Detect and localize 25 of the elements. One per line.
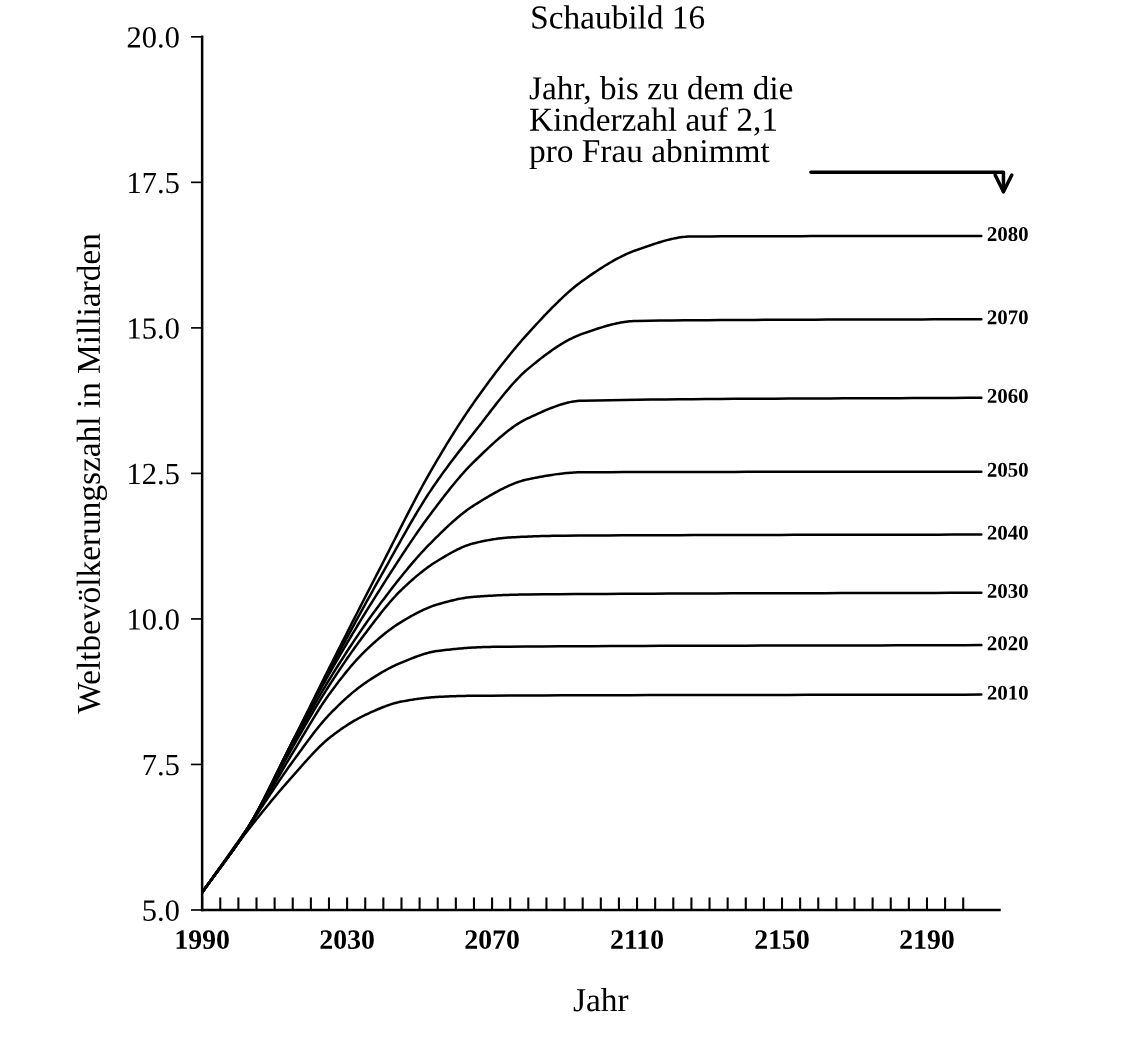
series-label: 2040 <box>987 525 1028 540</box>
y-tick-label: 15.0 <box>129 318 179 339</box>
x-tick-label: 1990 <box>176 930 229 949</box>
series-label: 2050 <box>987 462 1028 477</box>
series-label: 2070 <box>987 310 1028 325</box>
y-axis-title: Weltbevölkerungszahl in Milliarden <box>76 233 107 714</box>
series-label: 2060 <box>987 388 1028 403</box>
y-tick-label: 12.5 <box>129 463 179 485</box>
x-tick-label: 2150 <box>755 930 809 949</box>
x-tick-label: 2190 <box>900 930 954 949</box>
y-tick-label: 10.0 <box>129 609 179 630</box>
x-tick-label: 2110 <box>611 930 663 949</box>
y-tick-label: 17.5 <box>129 172 179 194</box>
x-tick-label: 2030 <box>320 930 374 949</box>
series-label: 2080 <box>987 227 1028 242</box>
series-label: 2010 <box>987 685 1028 700</box>
y-tick-label: 5.0 <box>143 900 179 922</box>
y-tick-label: 20.0 <box>127 27 179 48</box>
series-label: 2030 <box>987 583 1028 598</box>
chart-title: Schaubild 16 <box>532 5 705 29</box>
y-tick-label: 7.5 <box>143 755 179 776</box>
annotation: Jahr, bis zu dem die Kinderzahl auf 2,1 pro Frau abnimmt <box>529 76 793 170</box>
series-label: 2020 <box>987 636 1028 651</box>
x-tick-label: 2070 <box>465 930 519 949</box>
x-axis-title: Jahr <box>573 987 629 1012</box>
